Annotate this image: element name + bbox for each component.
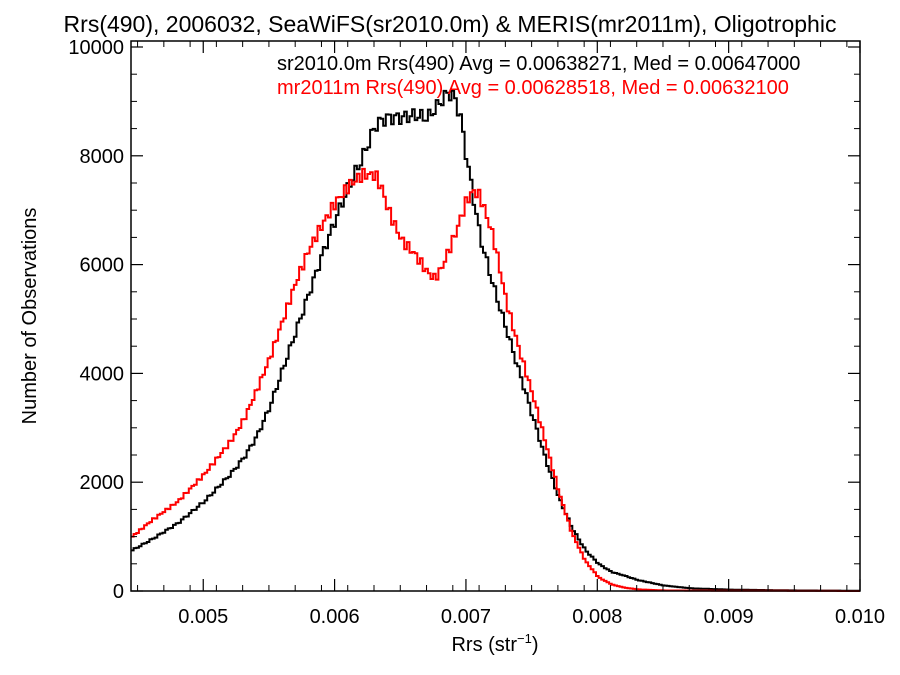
y-tick-label: 4000 xyxy=(80,363,125,385)
y-tick-label: 10000 xyxy=(68,37,124,59)
legend-entry-2: mr2011m Rrs(490) Avg = 0.00628518, Med =… xyxy=(277,77,789,99)
y-tick-label: 6000 xyxy=(80,255,125,277)
plot-frame xyxy=(130,40,861,592)
y-axis-label: Number of Observations xyxy=(19,208,41,425)
x-tick-label: 0.007 xyxy=(441,606,491,628)
y-tick-label: 8000 xyxy=(80,146,125,168)
x-tick-label: 0.009 xyxy=(704,606,754,628)
x-axis-ticks: 0.005 0.006 0.007 0.008 0.009 0.010 xyxy=(137,41,885,628)
legend: sr2010.0m Rrs(490) Avg = 0.00638271, Med… xyxy=(277,53,800,99)
chart-title: Rrs(490), 2006032, SeaWiFS(sr2010.0m) & … xyxy=(64,11,837,37)
y-tick-label: 0 xyxy=(113,581,124,603)
x-tick-label: 0.005 xyxy=(178,606,228,628)
x-axis-label: Rrs (str−1) xyxy=(451,631,538,656)
x-tick-label: 0.006 xyxy=(310,606,360,628)
legend-entry-1: sr2010.0m Rrs(490) Avg = 0.00638271, Med… xyxy=(277,53,800,75)
x-tick-label: 0.010 xyxy=(835,606,885,628)
series-line-1 xyxy=(131,89,860,592)
y-axis-ticks: 0 2000 4000 6000 8000 10000 xyxy=(68,37,860,603)
x-tick-label: 0.008 xyxy=(572,606,622,628)
plot-area: 0.005 0.006 0.007 0.008 0.009 0.010 0 2000 4000… xyxy=(68,37,885,628)
y-tick-label: 2000 xyxy=(80,472,125,494)
